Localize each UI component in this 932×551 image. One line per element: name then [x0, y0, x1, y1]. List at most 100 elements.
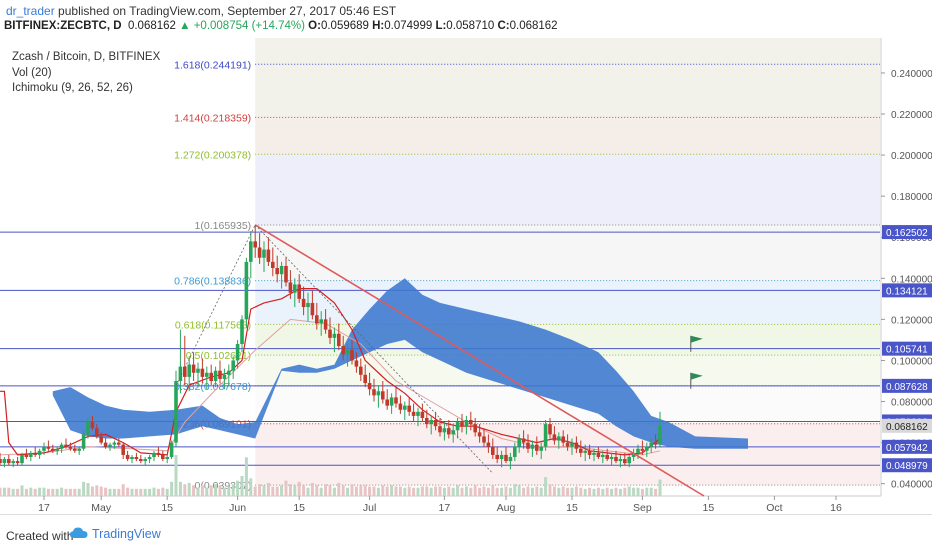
- volume-bar: [341, 485, 345, 496]
- candle-body: [59, 444, 64, 449]
- y-tick-label: 0.080000: [891, 398, 932, 409]
- candle-body: [15, 461, 20, 464]
- volume-bar: [337, 483, 341, 496]
- candle-body: [341, 346, 345, 355]
- candle-body: [605, 454, 609, 460]
- candle-body: [37, 450, 42, 455]
- candle-body: [20, 454, 24, 464]
- volume-bar: [552, 486, 556, 496]
- volume-bar: [51, 488, 55, 496]
- volume-bar: [108, 488, 112, 496]
- volume-bar: [416, 487, 420, 496]
- symbol-label: BITFINEX:ZECBTC, D: [4, 20, 122, 32]
- tradingview-brand: TradingView: [92, 527, 161, 541]
- y-tick-label: 0.220000: [891, 110, 932, 121]
- volume-bar: [134, 488, 138, 496]
- price-chart[interactable]: 1.618(0.244191) 1.414(0.218359) 1.272(0.20…: [0, 38, 932, 514]
- volume-bar: [29, 487, 33, 496]
- candle-body: [227, 370, 231, 375]
- candle-body: [293, 284, 297, 293]
- volume-bar: [566, 487, 570, 496]
- candle-body: [205, 372, 209, 377]
- volume-bar: [398, 486, 402, 496]
- candle-body: [253, 241, 257, 248]
- volume-bar: [434, 486, 438, 496]
- price-change: ▲ +0.008754 (+14.74%): [179, 20, 305, 32]
- fib-band: [255, 38, 880, 118]
- candle-body: [222, 374, 227, 379]
- publisher-link[interactable]: dr_trader: [6, 4, 55, 18]
- volume-bar: [354, 486, 358, 496]
- candle-body: [130, 456, 134, 460]
- candle-body: [425, 417, 429, 425]
- candle-body: [631, 452, 636, 457]
- candle-body: [187, 364, 191, 377]
- volume-bar: [508, 487, 512, 496]
- volume-bar: [658, 479, 662, 496]
- candle-body: [513, 446, 517, 457]
- level-price-tag: [882, 439, 932, 454]
- volume-bar: [649, 487, 653, 496]
- legend-vol[interactable]: Vol (20): [12, 66, 52, 79]
- y-tick-label: 0.120000: [891, 315, 932, 326]
- candle-body: [271, 261, 275, 269]
- tradingview-logo[interactable]: TradingView: [70, 527, 161, 541]
- volume-bar: [407, 486, 411, 496]
- volume-bar: [68, 488, 72, 496]
- candle-body: [499, 454, 504, 460]
- level-price-label: 0.134121: [886, 286, 928, 297]
- legend-title: Zcash / Bitcoin, D, BITFINEX: [12, 51, 161, 63]
- candle-body: [99, 436, 103, 443]
- candle-body: [297, 284, 301, 299]
- candle-body: [535, 444, 539, 451]
- x-tick-label: 16: [830, 502, 842, 514]
- candle-body: [464, 420, 469, 427]
- candle-body: [623, 459, 627, 464]
- volume-bar: [513, 484, 517, 496]
- candle-body: [552, 434, 557, 441]
- cloud-logo-icon: [70, 527, 88, 538]
- volume-bar: [90, 486, 94, 496]
- volume-bar: [636, 487, 640, 496]
- fib-level-label: 1.272(0.200378): [174, 149, 251, 161]
- volume-bar: [438, 486, 442, 496]
- candle-body: [147, 456, 152, 460]
- volume-bar: [363, 485, 367, 496]
- created-with-text: Created with: [6, 529, 74, 543]
- candle-body: [315, 315, 319, 324]
- fib-band: [255, 423, 880, 486]
- candle-body: [473, 424, 477, 433]
- volume-bar: [592, 488, 596, 496]
- volume-bar: [77, 488, 81, 496]
- volume-bar: [231, 484, 235, 496]
- candle-body: [244, 261, 249, 320]
- x-tick-label: 15: [161, 502, 173, 514]
- volume-bar: [174, 455, 178, 496]
- volume-bar: [99, 486, 103, 496]
- candle-body: [46, 446, 51, 449]
- candle-body: [103, 442, 108, 447]
- candle-body: [601, 454, 605, 457]
- volume-bar: [249, 478, 253, 496]
- fib-retrace-dotted-line: [175, 224, 256, 386]
- volume-bar: [579, 487, 583, 496]
- fib-level-label: 0.786(0.138836): [174, 276, 251, 288]
- candle-body: [526, 442, 530, 449]
- legend-ichimoku[interactable]: Ichimoku (9, 26, 52, 26): [12, 82, 133, 94]
- fib-level-label: 0.618(0.117563): [175, 319, 251, 331]
- volume-bar: [183, 484, 187, 496]
- candle-body: [77, 448, 81, 451]
- candle-body: [0, 459, 2, 464]
- candle-body: [213, 370, 218, 381]
- level-price-label: 0.057942: [886, 443, 928, 454]
- flag-marker-icon[interactable]: [690, 335, 703, 343]
- volume-bar: [473, 485, 477, 496]
- volume-bar: [104, 487, 108, 496]
- flag-marker-icon[interactable]: [690, 372, 703, 380]
- volume-bar: [253, 486, 257, 496]
- chart-area[interactable]: 1.618(0.244191) 1.414(0.218359) 1.272(0.20…: [0, 38, 932, 514]
- candle-body: [86, 422, 90, 435]
- volume-bar: [117, 488, 121, 496]
- volume-bar: [293, 485, 297, 496]
- volume-bar: [640, 488, 644, 496]
